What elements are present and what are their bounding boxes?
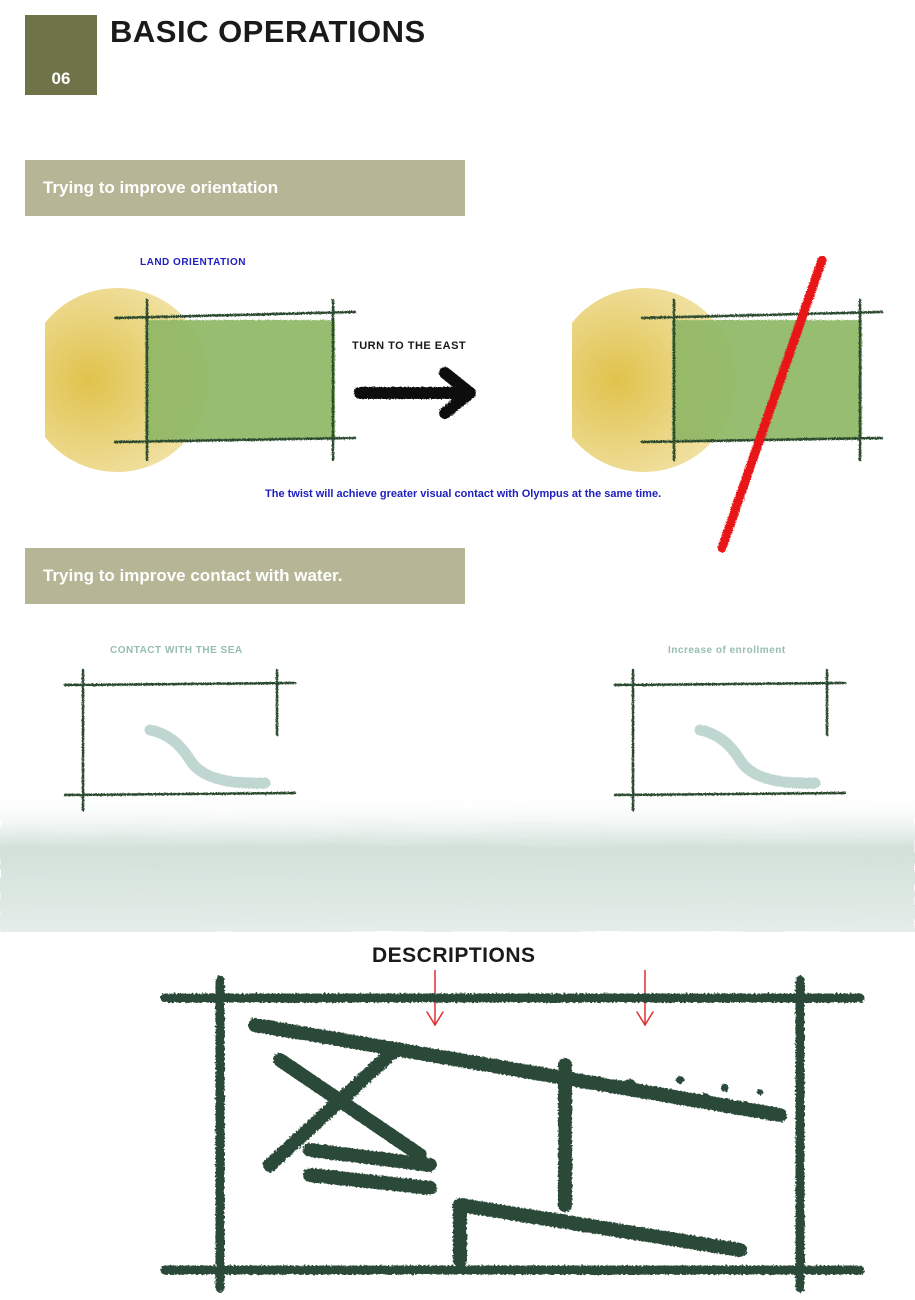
page-number: 06 (52, 69, 71, 89)
diagram-water-left (55, 665, 305, 825)
label-enrollment: Increase of enrollment (668, 645, 786, 656)
coastline (700, 730, 815, 783)
descriptions-title: DESCRIPTIONS (372, 944, 536, 968)
section-banner-1-text: Trying to improve orientation (43, 178, 278, 198)
sketch-strokes (255, 1025, 780, 1260)
section-banner-2: Trying to improve contact with water. (25, 548, 465, 604)
label-land-orientation: LAND ORIENTATION (140, 257, 246, 268)
diagram-water-right (605, 665, 855, 825)
label-contact-sea: CONTACT WITH THE SEA (110, 645, 243, 656)
section-banner-2-text: Trying to improve contact with water. (43, 566, 342, 586)
section-banner-1: Trying to improve orientation (25, 160, 465, 216)
land-rect (145, 320, 335, 440)
page-number-box: 06 (25, 15, 97, 95)
diagram-orientation-after (572, 256, 912, 556)
arrow-label: TURN TO THE EAST (352, 340, 466, 352)
arrow-turn-east (350, 358, 510, 428)
coastline (150, 730, 265, 783)
diagram-descriptions (160, 970, 880, 1300)
page-title: BASIC OPERATIONS (110, 14, 426, 50)
caption-orientation: The twist will achieve greater visual co… (265, 488, 661, 500)
diagram-orientation-before (45, 270, 365, 510)
